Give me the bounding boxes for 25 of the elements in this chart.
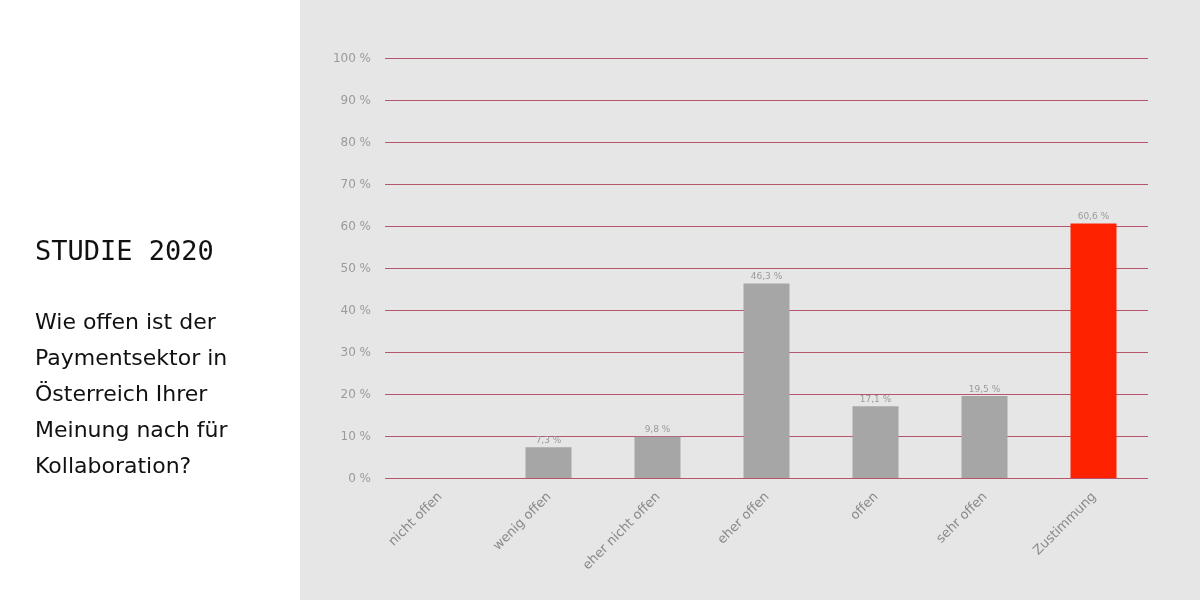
data-label: 9,8 % — [644, 424, 671, 435]
text: Wie offen ist der Paymentsektor in Österreich Ihrer Meinung nach für Kollaboration? — [35, 308, 235, 478]
y-tick-label: 70 % — [340, 177, 371, 191]
bar — [634, 436, 681, 478]
data-label: 60,6 % — [1077, 210, 1110, 221]
bar — [1070, 223, 1117, 478]
y-tick-label: 80 % — [340, 135, 371, 149]
data-label: 19,5 % — [968, 383, 1001, 394]
bar — [525, 447, 572, 478]
y-tick-label: 90 % — [340, 93, 371, 107]
bar — [743, 283, 790, 478]
data-label: 46,3 % — [750, 271, 783, 282]
y-tick-label: 20 % — [340, 387, 371, 401]
data-label: 17,1 % — [859, 393, 892, 404]
y-tick-label: 100 % — [332, 51, 371, 65]
y-tick-label: 40 % — [340, 303, 371, 317]
y-tick-label: 0 % — [348, 471, 371, 485]
y-tick-label: 30 % — [340, 345, 371, 359]
data-label: 7,3 % — [535, 434, 562, 445]
y-tick-label: 50 % — [340, 261, 371, 275]
text: STUDIE 2020 — [35, 235, 214, 266]
bar — [961, 396, 1008, 478]
bar — [852, 406, 899, 478]
y-tick-label: 60 % — [340, 219, 371, 233]
y-tick-label: 10 % — [340, 429, 371, 443]
